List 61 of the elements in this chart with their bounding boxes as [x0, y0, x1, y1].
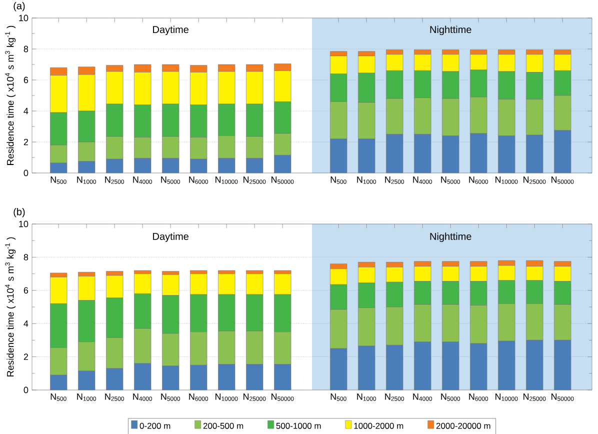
x-tick-label: N$_{5000}$ — [441, 394, 460, 401]
x-tick-label: N$_{25000}$ — [523, 394, 546, 401]
chart-title: (a) — [14, 2, 25, 12]
x-tick-label: N$_{6000}$ — [469, 176, 488, 184]
x-tick-label: N$_{25000}$ — [523, 176, 546, 184]
x-tick-label: N$_{50000}$ — [271, 394, 294, 401]
y-tick-label: 4 — [24, 320, 28, 327]
y-tick-label: 2 — [24, 354, 28, 360]
x-tick-label: N$_{10000}$ — [216, 394, 238, 401]
annotation: Daytime — [153, 232, 188, 242]
x-tick-label: N$_{25000}$ — [243, 176, 266, 184]
x-tick-label: N$_{1000}$ — [357, 176, 376, 184]
legend-label: 2000-20000 m — [436, 422, 490, 429]
x-tick-label: N$_{500}$ — [50, 394, 66, 401]
y-tick-label: 6 — [24, 287, 28, 294]
x-tick-label: N$_{6000}$ — [189, 394, 208, 401]
x-tick-label: N$_{50000}$ — [271, 176, 294, 184]
annotation: Daytime — [153, 26, 188, 36]
x-tick-label: N$_{5000}$ — [161, 176, 180, 184]
y-tick-label: 10 — [19, 220, 28, 228]
x-tick-label: N$_{1000}$ — [77, 394, 96, 401]
x-tick-label: N$_{50000}$ — [551, 394, 574, 401]
x-tick-label: N$_{5000}$ — [441, 176, 460, 184]
x-tick-label: N$_{500}$ — [330, 176, 346, 184]
x-tick-label: N$_{500}$ — [330, 394, 346, 401]
y-tick-label: 0 — [24, 170, 28, 176]
legend-label: 500-1000 m — [276, 422, 321, 429]
x-tick-label: N$_{4000}$ — [413, 176, 432, 184]
x-tick-label: N$_{2500}$ — [385, 394, 404, 401]
y-axis-title: Residence time ( x10$^{4}$ s m$^{3}$ kg$^{-1}$ ) — [5, 237, 16, 376]
x-tick-label: N$_{1000}$ — [357, 394, 376, 401]
y-tick-label: 4 — [24, 108, 28, 114]
x-tick-label: N$_{1000}$ — [77, 176, 96, 184]
annotation: Nighttime — [430, 232, 472, 242]
x-tick-label: N$_{5000}$ — [161, 394, 180, 401]
x-tick-label: N$_{6000}$ — [189, 176, 208, 184]
legend-label: 0-200 m — [140, 422, 170, 429]
y-tick-label: 6 — [24, 76, 28, 84]
y-tick-label: 10 — [19, 14, 28, 22]
chart-title: (b) — [14, 208, 25, 218]
x-tick-label: N$_{10000}$ — [216, 176, 238, 184]
annotation: Nighttime — [430, 26, 472, 36]
legend-label: 1000-2000 m — [354, 422, 404, 429]
x-tick-label: N$_{10000}$ — [495, 176, 518, 184]
y-tick-label: 8 — [24, 254, 28, 260]
x-tick-label: N$_{25000}$ — [243, 394, 266, 401]
x-tick-label: N$_{2500}$ — [105, 176, 124, 184]
y-tick-label: 2 — [24, 138, 28, 146]
x-tick-label: N$_{2500}$ — [385, 176, 404, 184]
x-tick-label: N$_{10000}$ — [495, 394, 518, 401]
y-tick-label: 0 — [24, 386, 28, 394]
x-tick-label: N$_{50000}$ — [551, 176, 574, 184]
x-tick-label: N$_{4000}$ — [413, 394, 432, 401]
x-tick-label: N$_{4000}$ — [133, 176, 152, 184]
y-axis-title: Residence time ( x10$^{4}$ s m$^{3}$ kg$^{-1}$ ) — [5, 26, 16, 165]
legend-label: 200-500 m — [203, 422, 244, 429]
y-tick-label: 8 — [24, 46, 28, 52]
x-tick-label: N$_{4000}$ — [133, 394, 152, 401]
x-tick-label: N$_{6000}$ — [469, 394, 488, 401]
x-tick-label: N$_{500}$ — [50, 176, 66, 184]
x-tick-label: N$_{2500}$ — [105, 394, 124, 401]
